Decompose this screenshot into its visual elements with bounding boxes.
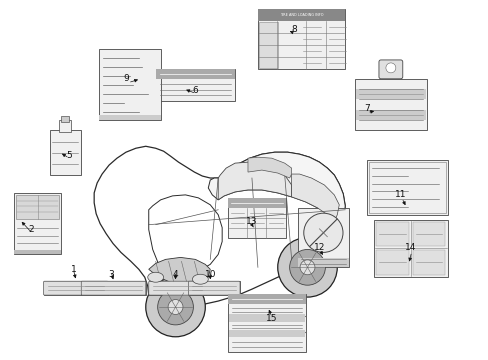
Bar bbox=[99, 114, 161, 121]
Text: 2: 2 bbox=[29, 225, 34, 234]
FancyBboxPatch shape bbox=[43, 281, 108, 295]
Bar bbox=[99, 49, 161, 121]
Text: TIRE AND LOADING INFO: TIRE AND LOADING INFO bbox=[279, 13, 323, 17]
Text: 3: 3 bbox=[108, 270, 114, 279]
Bar bbox=[375, 251, 408, 275]
Bar bbox=[297, 258, 348, 267]
Bar bbox=[229, 314, 304, 322]
Text: 9: 9 bbox=[123, 74, 128, 83]
Polygon shape bbox=[218, 162, 291, 200]
Bar bbox=[188, 281, 240, 295]
Bar bbox=[412, 251, 445, 275]
Text: 10: 10 bbox=[204, 270, 216, 279]
Bar bbox=[375, 222, 408, 247]
Bar bbox=[354, 79, 426, 130]
Text: 5: 5 bbox=[66, 151, 72, 160]
Text: 1: 1 bbox=[70, 265, 76, 274]
Bar bbox=[155, 69, 235, 100]
Circle shape bbox=[289, 249, 325, 285]
Bar bbox=[258, 22, 277, 68]
Bar bbox=[16, 195, 60, 220]
Bar bbox=[412, 222, 445, 247]
Bar bbox=[61, 117, 69, 122]
Bar bbox=[14, 193, 61, 255]
Bar bbox=[355, 110, 425, 120]
Bar bbox=[373, 220, 447, 277]
Ellipse shape bbox=[147, 272, 163, 282]
FancyBboxPatch shape bbox=[188, 281, 240, 295]
Polygon shape bbox=[247, 157, 291, 178]
Bar bbox=[43, 281, 108, 295]
Bar bbox=[49, 130, 81, 175]
Text: 7: 7 bbox=[364, 104, 369, 113]
Bar bbox=[229, 329, 304, 337]
Circle shape bbox=[168, 300, 183, 314]
Bar bbox=[148, 281, 206, 295]
FancyBboxPatch shape bbox=[378, 60, 402, 79]
Text: 6: 6 bbox=[192, 86, 198, 95]
Bar bbox=[257, 9, 345, 69]
Bar bbox=[368, 162, 446, 213]
FancyBboxPatch shape bbox=[81, 281, 145, 295]
Polygon shape bbox=[291, 174, 339, 222]
Ellipse shape bbox=[192, 274, 208, 284]
Bar bbox=[228, 294, 305, 352]
Polygon shape bbox=[208, 152, 345, 228]
Circle shape bbox=[157, 289, 193, 325]
Bar bbox=[228, 198, 285, 208]
Polygon shape bbox=[94, 146, 345, 307]
Circle shape bbox=[277, 238, 337, 297]
Text: 13: 13 bbox=[245, 217, 257, 226]
Bar bbox=[257, 9, 345, 21]
Bar bbox=[81, 281, 145, 295]
Bar bbox=[297, 208, 348, 267]
Bar bbox=[228, 294, 305, 304]
Bar bbox=[228, 198, 285, 238]
Text: 15: 15 bbox=[265, 314, 277, 323]
Bar bbox=[155, 69, 235, 79]
FancyBboxPatch shape bbox=[148, 281, 206, 295]
Text: 11: 11 bbox=[394, 190, 406, 199]
Circle shape bbox=[303, 213, 342, 252]
Text: 8: 8 bbox=[291, 25, 297, 34]
Bar bbox=[14, 251, 61, 255]
Text: 12: 12 bbox=[313, 243, 325, 252]
Polygon shape bbox=[148, 195, 222, 274]
Bar bbox=[366, 160, 447, 215]
Polygon shape bbox=[148, 257, 210, 285]
Bar bbox=[355, 89, 425, 99]
Circle shape bbox=[145, 277, 205, 337]
Bar bbox=[60, 121, 71, 132]
Text: 14: 14 bbox=[404, 243, 416, 252]
Circle shape bbox=[300, 260, 314, 275]
Text: 4: 4 bbox=[172, 270, 178, 279]
Circle shape bbox=[385, 63, 395, 73]
